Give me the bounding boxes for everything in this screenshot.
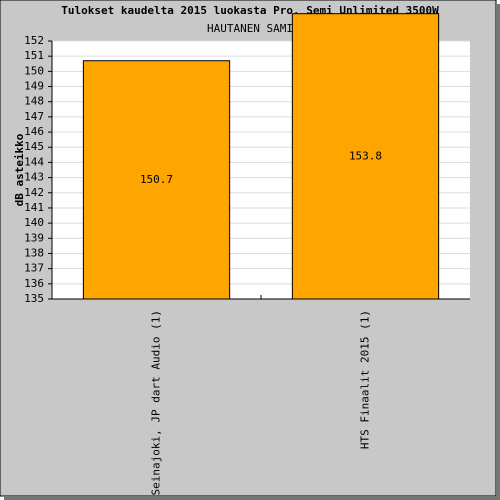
x-tick-label: Seinajoki, JP dart Audio (1) [150,310,163,495]
y-tick-label: 152 [24,34,44,47]
shadow [4,496,500,500]
y-tick-label: 151 [24,49,44,62]
y-tick-label: 148 [24,95,44,108]
y-tick-label: 145 [24,140,44,153]
y-tick-label: 141 [24,201,44,214]
y-tick-label: 137 [24,262,44,275]
value-label: 150.7 [140,173,173,186]
chart-subtitle: HAUTANEN SAMI [207,22,293,35]
y-tick-label: 146 [24,125,44,138]
y-tick-label: 144 [24,155,44,168]
shadow [496,4,500,500]
y-tick-label: 142 [24,186,44,199]
y-tick-label: 147 [24,110,44,123]
y-tick-label: 140 [24,216,44,229]
y-tick-label: 136 [24,277,44,290]
y-tick-label: 139 [24,231,44,244]
x-tick-label: HTS Finaalit 2015 (1) [359,310,372,449]
bar [291,13,440,300]
value-label: 153.8 [349,149,382,162]
y-tick-label: 135 [24,292,44,305]
y-tick-label: 138 [24,246,44,259]
y-tick-label: 149 [24,80,44,93]
y-axis-label: dB asteikko [13,133,26,206]
bar [82,60,231,300]
y-tick-label: 143 [24,171,44,184]
y-tick-label: 150 [24,64,44,77]
